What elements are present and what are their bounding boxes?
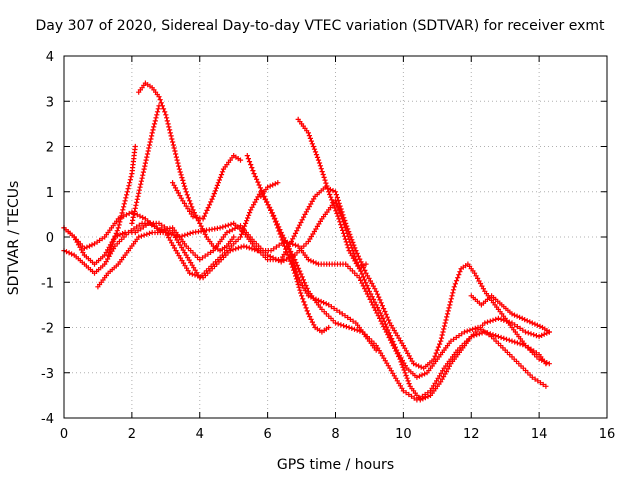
data-series (61, 189, 549, 403)
data-series (244, 153, 332, 335)
data-series (285, 243, 379, 353)
data-points (105, 143, 138, 258)
x-tick-label: 0 (60, 427, 68, 442)
data-series (170, 153, 244, 222)
data-series (136, 80, 237, 254)
x-tick-label: 12 (463, 427, 480, 442)
y-tick-label: 3 (46, 95, 54, 110)
x-tick-label: 14 (531, 427, 548, 442)
data-points (136, 80, 237, 254)
grid (64, 56, 607, 418)
plot-data (61, 80, 552, 403)
plot-frame (63, 55, 608, 419)
data-series (129, 103, 162, 226)
data-series (295, 116, 369, 272)
data-points (170, 153, 244, 222)
data-series (468, 293, 552, 335)
chart-title: Day 307 of 2020, Sidereal Day-to-day VTE… (35, 18, 605, 34)
y-tick-label: -1 (41, 276, 54, 291)
y-tick-label: -3 (41, 367, 54, 382)
y-tick-label: 0 (46, 231, 54, 246)
y-tick-label: 4 (46, 50, 54, 65)
data-points (258, 180, 281, 199)
data-series (258, 180, 281, 199)
x-tick-label: 10 (395, 427, 412, 442)
data-points (468, 293, 552, 335)
data-points (95, 184, 552, 371)
x-axis-label: GPS time / hours (276, 457, 395, 473)
data-points (244, 153, 332, 335)
x-tick-label: 6 (263, 427, 271, 442)
y-tick-label: -2 (41, 322, 54, 337)
data-points (129, 103, 162, 226)
x-tick-label: 16 (599, 427, 616, 442)
data-points (285, 243, 379, 353)
x-tick-label: 2 (128, 427, 136, 442)
data-series (95, 184, 552, 371)
y-tick-label: 1 (46, 186, 54, 201)
x-tick-label: 8 (331, 427, 339, 442)
data-points (61, 189, 549, 403)
data-series (105, 143, 138, 258)
x-tick-label: 4 (196, 427, 204, 442)
y-tick-label: 2 (46, 141, 54, 156)
data-points (295, 116, 369, 272)
y-tick-label: -4 (41, 412, 54, 427)
